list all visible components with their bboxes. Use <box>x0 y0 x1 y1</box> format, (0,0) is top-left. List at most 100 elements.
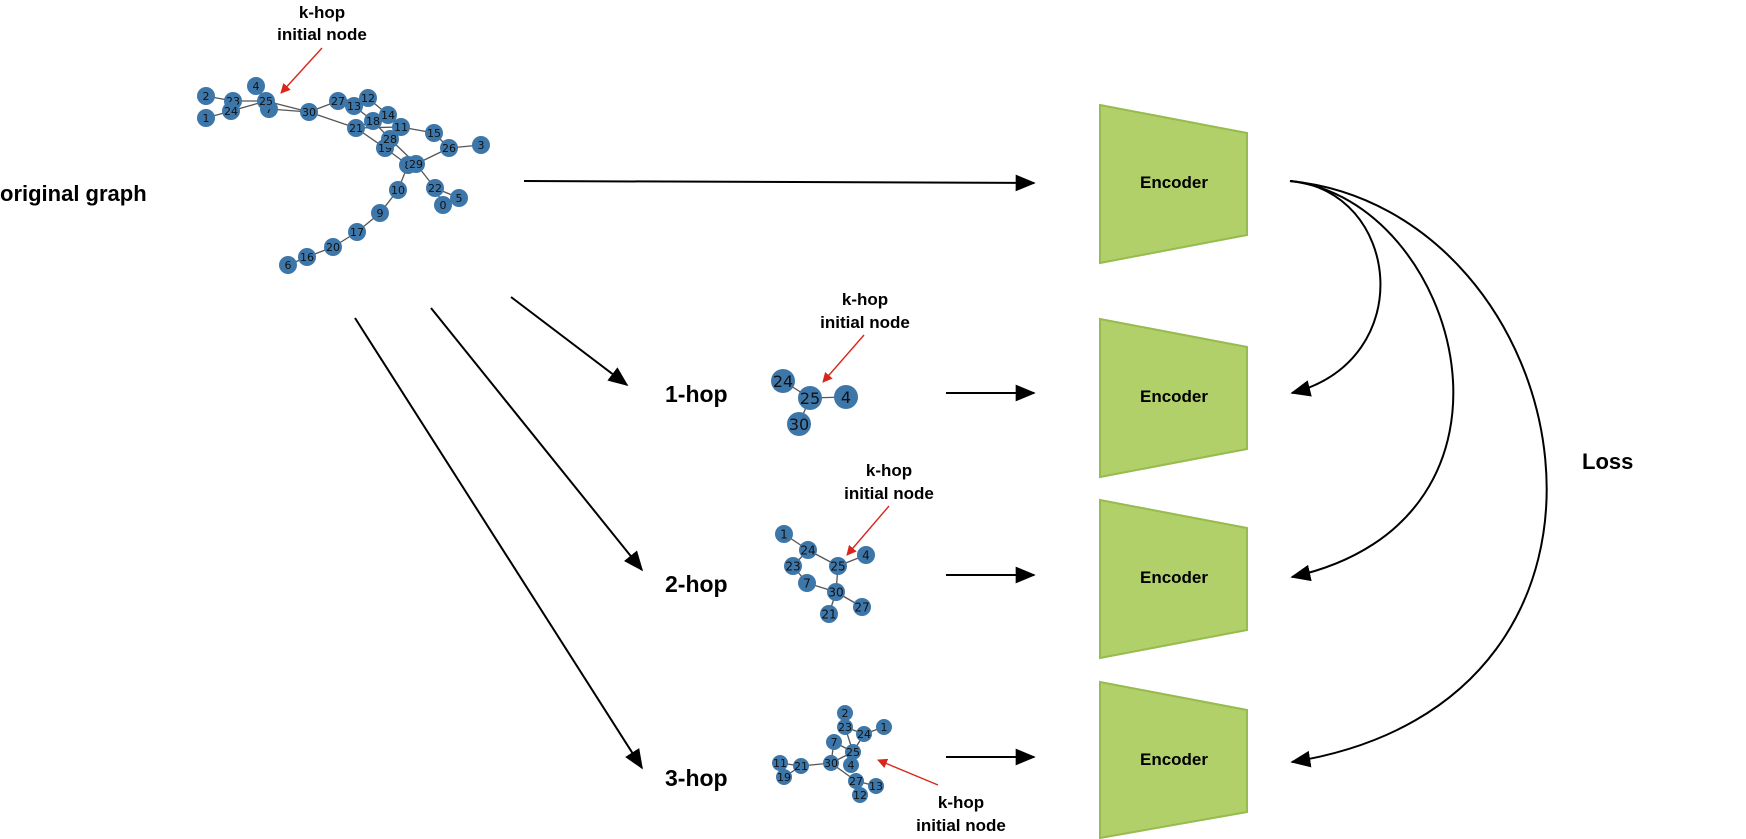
graph-node <box>776 769 792 785</box>
graph-node-label: 7 <box>803 576 811 590</box>
graph-node <box>345 97 363 115</box>
graph-node <box>348 223 366 241</box>
graph-node-label: 30 <box>828 585 843 599</box>
loss-arrow-1 <box>1289 180 1382 397</box>
encoder-label: Encoder <box>1140 173 1208 192</box>
graph-node <box>843 757 859 773</box>
graph-node <box>359 89 377 107</box>
graph-node-label: 27 <box>854 600 869 614</box>
graph-node-label: 21 <box>794 760 808 773</box>
annotation-1hop: k-hop initial node <box>820 290 910 383</box>
graph-node-label: 1 <box>780 527 788 541</box>
graph-node-label: 25 <box>259 95 273 108</box>
loss-arrow-3 <box>1289 180 1548 768</box>
encoder-2: Encoder <box>1099 498 1248 660</box>
graph-node <box>826 734 842 750</box>
graph-node-label: 23 <box>838 721 852 734</box>
graph-node <box>247 77 265 95</box>
graph-node-label: 9 <box>377 207 384 220</box>
graph-node <box>329 92 347 110</box>
graph-node <box>876 719 892 735</box>
graph-node-label: 27 <box>331 95 345 108</box>
graph-node-label: 13 <box>869 780 883 793</box>
graph-node <box>771 369 795 393</box>
original-graph-label: original graph <box>0 181 147 206</box>
original-graph: 0123456789101112131415161718192021222324… <box>197 77 490 274</box>
graph-node <box>772 755 788 771</box>
graph-node <box>298 248 316 266</box>
graph-node-label: 14 <box>381 109 395 122</box>
graph-node-label: 3 <box>478 139 485 152</box>
graph-node <box>837 719 853 735</box>
graph-node-label: 24 <box>224 105 238 118</box>
annotation-3hop: k-hop initial node <box>877 758 1006 835</box>
graph-node <box>371 204 389 222</box>
arrow-original-to-encoder <box>523 174 1036 192</box>
graph-node-label: 24 <box>800 543 815 557</box>
graph-node-label: 19 <box>777 771 791 784</box>
graph-node <box>827 583 845 601</box>
graph-node <box>324 238 342 256</box>
encoder-1: Encoder <box>1099 317 1248 479</box>
graph-node <box>347 119 365 137</box>
annotation-line2: initial node <box>916 816 1006 835</box>
graph-node-label: 27 <box>849 775 863 788</box>
graph-node-label: 15 <box>427 127 441 140</box>
graph-node-label: 24 <box>857 728 871 741</box>
graph-node <box>823 755 839 771</box>
graph-node <box>852 787 868 803</box>
graph-node <box>222 102 240 120</box>
encoder-0: Encoder <box>1099 103 1248 265</box>
hop-label-1: 1-hop <box>665 381 728 407</box>
loss-label: Loss <box>1582 449 1633 474</box>
graph-node-label: 4 <box>862 548 870 562</box>
graph-node <box>868 778 884 794</box>
graph-node <box>381 130 399 148</box>
graph-node-label: 1 <box>881 721 888 734</box>
graph-node <box>798 574 816 592</box>
graph-node <box>857 546 875 564</box>
arrow-to-3hop <box>354 317 643 770</box>
graph-node-label: 13 <box>347 100 361 113</box>
graph-node-label: 12 <box>361 92 375 105</box>
hop2-subgraph: 1 24 4 23 25 7 30 21 27 <box>775 525 875 623</box>
graph-node-label: 4 <box>848 759 855 772</box>
graph-node <box>837 705 853 721</box>
graph-node-label: 17 <box>350 226 364 239</box>
graph-node <box>440 139 458 157</box>
graph-node <box>472 136 490 154</box>
annotation-line1: k-hop <box>866 461 912 480</box>
graph-node-label: 22 <box>428 182 442 195</box>
annotation-line2: initial node <box>844 484 934 503</box>
annotation-line2: initial node <box>277 25 367 44</box>
graph-node <box>279 256 297 274</box>
graph-node <box>197 109 215 127</box>
graph-node <box>834 385 858 409</box>
graph-node <box>793 758 809 774</box>
annotation-line1: k-hop <box>938 793 984 812</box>
graph-node <box>784 557 802 575</box>
graph-node <box>775 525 793 543</box>
graph-node-label: 25 <box>830 559 845 573</box>
encoder-label: Encoder <box>1140 387 1208 406</box>
graph-node-label: 28 <box>383 133 397 146</box>
graph-node <box>820 605 838 623</box>
graph-node <box>848 773 864 789</box>
graph-node <box>197 87 215 105</box>
graph-node-label: 26 <box>442 142 456 155</box>
graph-node-label: 29 <box>409 158 423 171</box>
graph-node-label: 6 <box>285 259 292 272</box>
graph-node-label: 25 <box>846 746 860 759</box>
annotation-line1: k-hop <box>842 290 888 309</box>
annotation-2hop: k-hop initial node <box>844 461 934 556</box>
hop-label-3: 3-hop <box>665 765 728 791</box>
graph-node <box>379 106 397 124</box>
graph-node <box>425 124 443 142</box>
graph-node-label: 23 <box>785 559 800 573</box>
graph-node-label: 30 <box>789 415 809 434</box>
arrow-to-1hop <box>510 296 629 387</box>
graph-node-label: 30 <box>302 106 316 119</box>
graph-node <box>257 92 275 110</box>
graph-node-label: 24 <box>773 372 793 391</box>
graph-node-label: 25 <box>800 389 820 408</box>
